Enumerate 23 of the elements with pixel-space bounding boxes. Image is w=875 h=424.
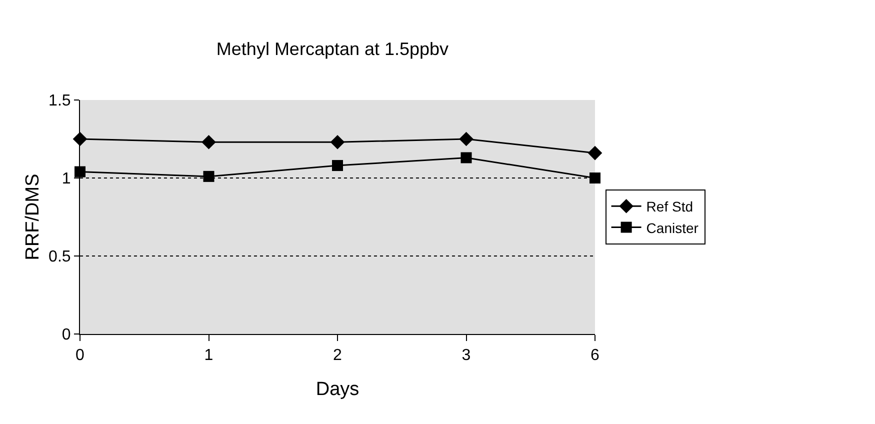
- point: [332, 160, 343, 172]
- point: [330, 134, 345, 150]
- legend-label: Ref Std: [646, 198, 694, 215]
- chart-title: Methyl Mercaptan at 1.5ppbv: [216, 39, 449, 59]
- x-axis-title: Days: [316, 379, 360, 400]
- y-tick-label: 0: [62, 326, 71, 344]
- point: [588, 146, 602, 160]
- legend-label: Canister: [646, 220, 699, 236]
- x-tick-label: 0: [76, 347, 85, 364]
- point: [590, 172, 600, 184]
- x-tick-label: 6: [590, 347, 600, 364]
- y-tick-label: 1: [62, 170, 71, 188]
- y-axis-title: RRF/DMS: [22, 174, 44, 260]
- point: [74, 166, 86, 178]
- point: [202, 134, 216, 150]
- x-tick-label: 3: [462, 347, 471, 364]
- point: [203, 170, 214, 182]
- point: [460, 152, 472, 164]
- y-tick-label: 0.5: [48, 248, 71, 266]
- x-tick-label: 1: [204, 347, 214, 364]
- y-tick-label: 1.5: [48, 92, 71, 110]
- point: [459, 132, 474, 146]
- x-tick-label: 2: [333, 347, 342, 364]
